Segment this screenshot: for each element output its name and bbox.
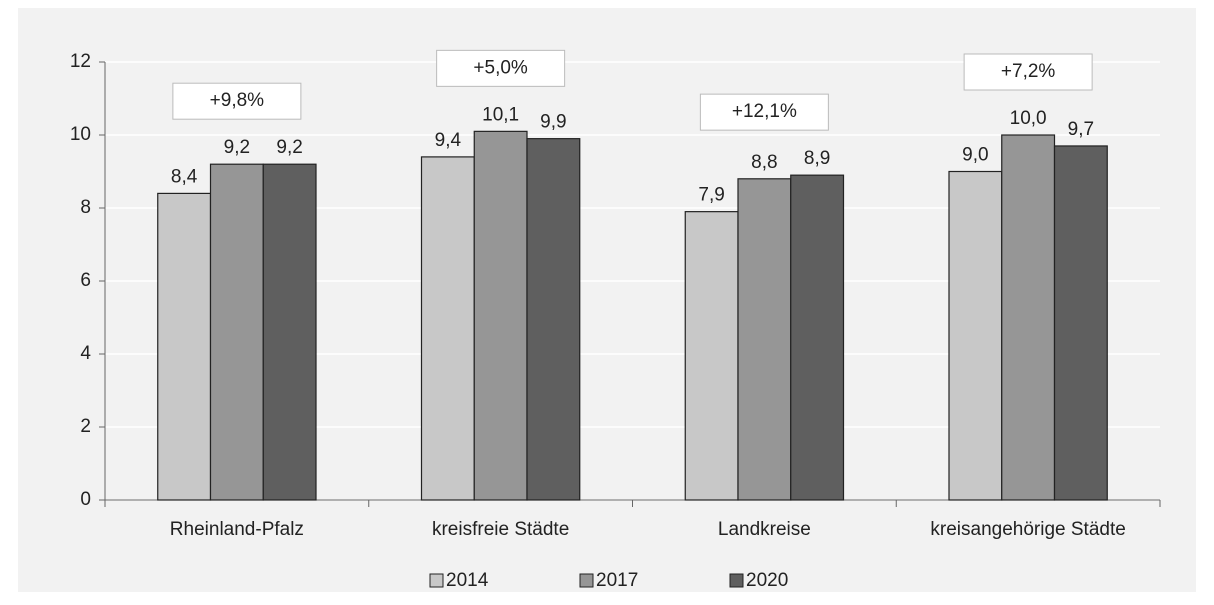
data-label: 8,9 — [804, 148, 830, 169]
annotation: +5,0% — [473, 57, 528, 78]
data-label: 9,2 — [224, 137, 250, 158]
annotation: +12,1% — [732, 101, 797, 122]
x-tick-label: Rheinland-Pfalz — [170, 519, 304, 540]
y-tick-label: 4 — [80, 343, 91, 364]
bar — [737, 178, 792, 501]
annotation-box — [436, 49, 566, 87]
bar — [262, 163, 317, 501]
data-label: 8,4 — [171, 166, 198, 187]
legend-swatch — [729, 573, 744, 588]
data-label: 9,0 — [962, 145, 988, 166]
annotation: +7,2% — [1001, 61, 1056, 82]
bar — [473, 130, 528, 501]
data-label: 7,9 — [698, 185, 724, 206]
bar — [684, 211, 739, 501]
legend-swatch — [429, 573, 444, 588]
bar — [157, 192, 212, 501]
annotation: +9,8% — [210, 90, 265, 111]
annotation-box — [172, 82, 302, 120]
legend-label: 2020 — [746, 570, 788, 591]
y-tick-label: 8 — [80, 197, 91, 218]
data-label: 10,1 — [482, 104, 519, 125]
y-tick-label: 12 — [70, 51, 91, 72]
annotation-box — [963, 53, 1093, 91]
x-tick-label: kreisangehörige Städte — [930, 519, 1125, 540]
bar — [209, 163, 264, 501]
data-label: 9,4 — [435, 130, 462, 151]
y-tick-label: 2 — [80, 416, 91, 437]
x-tick-label: Landkreise — [718, 519, 811, 540]
bar — [420, 156, 475, 501]
legend-label: 2017 — [596, 570, 638, 591]
data-label: 9,7 — [1068, 119, 1094, 140]
annotation-box — [699, 93, 829, 131]
data-label: 8,8 — [751, 152, 777, 173]
data-label: 10,0 — [1010, 108, 1047, 129]
y-tick-label: 6 — [80, 270, 91, 291]
bar — [526, 138, 581, 501]
y-tick-label: 0 — [80, 489, 91, 510]
bar — [948, 170, 1003, 501]
bar — [790, 174, 845, 501]
x-tick-label: kreisfreie Städte — [432, 519, 569, 540]
legend-swatch — [579, 573, 594, 588]
bar — [1053, 145, 1108, 501]
y-tick-label: 10 — [70, 124, 91, 145]
bar — [1001, 134, 1056, 501]
data-label: 9,9 — [540, 112, 566, 133]
legend-label: 2014 — [446, 570, 489, 591]
data-label: 9,2 — [276, 137, 302, 158]
